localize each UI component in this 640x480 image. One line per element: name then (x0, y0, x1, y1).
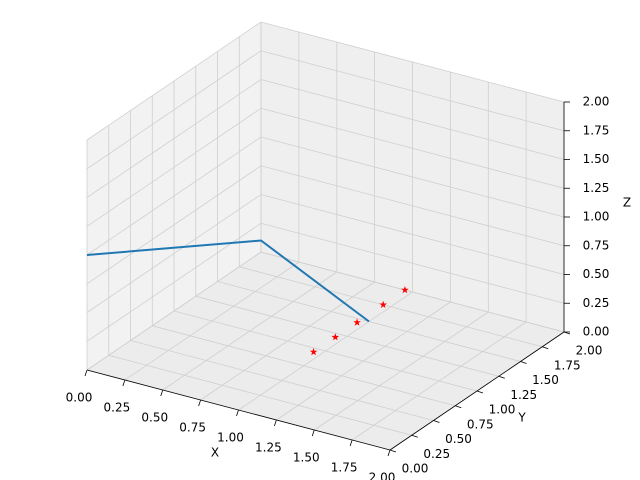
z-tick-label: 2.00 (583, 95, 610, 109)
z-tick-label: 1.25 (583, 181, 610, 195)
y-tick-label: 0.00 (402, 462, 429, 476)
y-axis-label: Y (517, 411, 526, 425)
data-point (331, 333, 340, 341)
x-tick (236, 409, 239, 417)
x-tick-label: 0.50 (141, 411, 168, 425)
y-tick-label: 0.25 (423, 447, 450, 461)
grid-line (86, 107, 565, 227)
x-tick (160, 389, 164, 397)
z-tick-label: 0.75 (583, 238, 610, 252)
y-tick-label: 2.00 (576, 344, 603, 358)
grid-line (86, 251, 565, 371)
x-tick-label: 1.25 (255, 441, 282, 455)
z-axis-label: Z (623, 196, 631, 210)
x-tick-label: 1.00 (217, 431, 244, 445)
y-tick (389, 449, 397, 453)
data-point (401, 286, 409, 294)
grid-line (86, 194, 565, 313)
y-tick (542, 346, 549, 350)
y-tick-label: 1.00 (489, 403, 516, 417)
data-point (353, 318, 361, 326)
grid-line (86, 50, 565, 170)
x-tick (349, 439, 353, 447)
grid-line (86, 79, 565, 198)
y-axis-line (389, 331, 565, 451)
z-tick-label: 0.00 (583, 325, 610, 339)
z-tick-label: 1.50 (583, 152, 610, 166)
x-tick (273, 419, 277, 427)
z-tick-label: 0.25 (583, 296, 610, 310)
x-tick (311, 429, 315, 437)
y-tick (433, 420, 440, 423)
y-tick (455, 405, 462, 409)
y-tick (520, 361, 527, 364)
x-tick-label: 1.50 (293, 451, 320, 465)
x-tick (387, 449, 391, 457)
x-tick (84, 369, 88, 377)
x-tick-label: 0.00 (66, 391, 93, 405)
grid-line (86, 165, 565, 285)
z-tick-label: 0.50 (583, 267, 610, 281)
x-tick-label: 1.75 (331, 461, 358, 475)
z-tick-label: 1.00 (583, 210, 610, 224)
data-point (379, 300, 387, 308)
y-tick-label: 1.50 (532, 373, 559, 387)
data-line (86, 239, 370, 323)
x-axis-label: X (211, 446, 219, 460)
grid-line (86, 136, 565, 256)
y-tick (411, 434, 418, 438)
grid-line (86, 222, 565, 342)
x-tick (122, 379, 126, 387)
z-tick-label: 1.75 (583, 123, 610, 137)
data-point (309, 347, 318, 356)
x-tick (198, 399, 202, 407)
x-tick-label: 0.25 (104, 401, 131, 415)
y-tick-label: 1.75 (554, 358, 581, 372)
y-tick-label: 0.75 (467, 417, 494, 431)
y-tick (498, 375, 505, 379)
grid-line (86, 21, 565, 141)
y-tick (476, 390, 484, 394)
x-tick-label: 2.00 (369, 471, 396, 480)
x-tick-label: 0.75 (179, 421, 206, 435)
y-tick-label: 1.25 (510, 388, 537, 402)
y-tick-label: 0.50 (445, 432, 472, 446)
x-axis-line (86, 369, 391, 451)
